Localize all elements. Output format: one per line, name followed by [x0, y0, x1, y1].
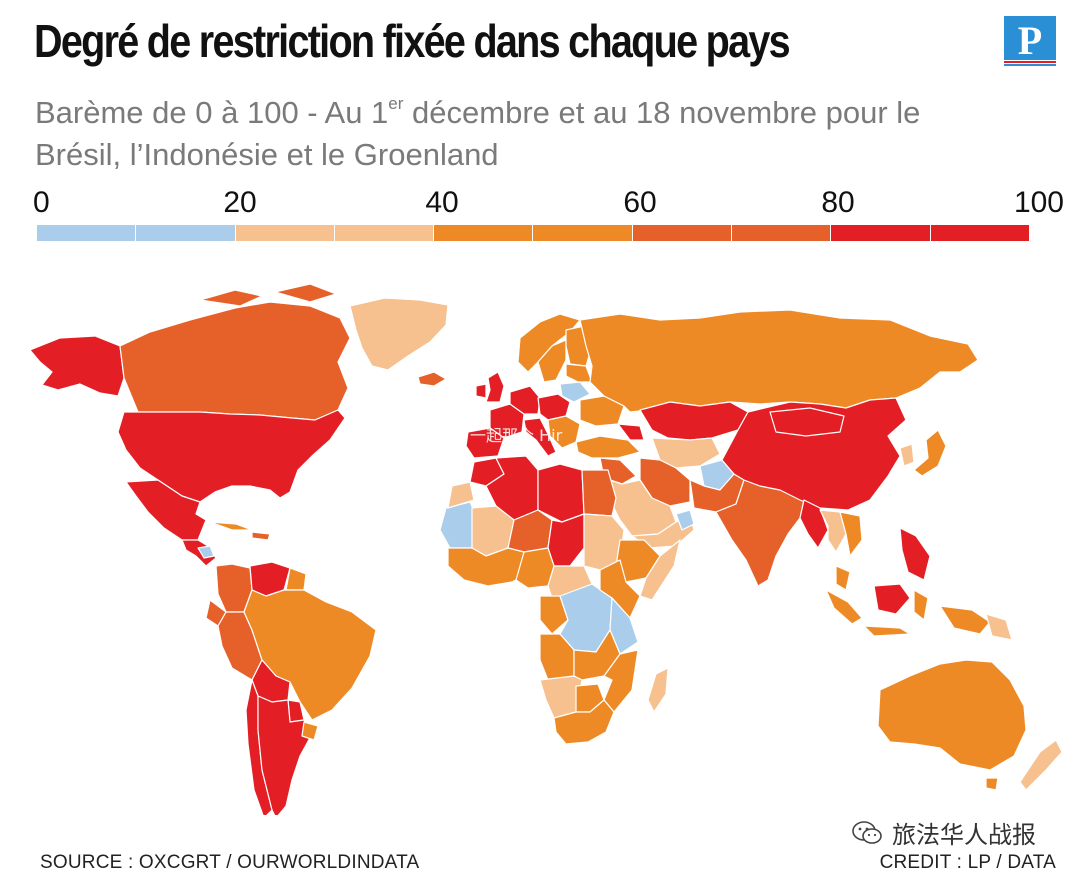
world-restriction-map: 一起那个 Hir [29, 283, 1063, 815]
region-borneo [873, 583, 911, 615]
legend-label-40: 40 [425, 186, 459, 219]
region-mongolia [769, 407, 845, 437]
legend-segment [334, 225, 435, 241]
legend-segment [37, 225, 137, 241]
region-guianas [285, 567, 307, 591]
region-east-africa [599, 559, 641, 619]
region-japan [913, 429, 947, 477]
region-mexico [125, 479, 207, 541]
region-tasmania [985, 777, 999, 791]
legend-segment [434, 225, 534, 241]
source-text: SOURCE : OXCGRT / OURWORLDINDATA [40, 852, 420, 873]
region-baltic [565, 363, 593, 383]
watermark-text: 一起那个 Hir [470, 426, 563, 445]
region-vietnam [839, 511, 863, 557]
map-watermark: 一起那个 Hir [470, 426, 563, 445]
region-honduras [197, 545, 215, 559]
region-kazakhstan [639, 401, 749, 441]
region-canada [119, 301, 351, 421]
region-germany-benelux [509, 385, 541, 415]
region-sumatra [825, 589, 863, 625]
region-west-sahara [447, 481, 475, 509]
region-caucasus [617, 423, 645, 441]
region-greenland [349, 297, 449, 371]
region-brazil [243, 589, 377, 721]
region-australia [877, 659, 1027, 771]
region-korea [899, 443, 915, 467]
legend-label-60: 60 [623, 186, 657, 219]
wechat-watermark: 旅法华人战报 [852, 815, 1036, 850]
region-egypt [581, 469, 617, 517]
region-russia [579, 309, 979, 413]
region-south-africa [553, 699, 615, 745]
region-norway [517, 313, 581, 373]
region-philippines [899, 527, 931, 581]
legend-segment [235, 225, 335, 241]
region-tanzania [609, 597, 639, 655]
region-malaysia [835, 565, 851, 591]
le-parisien-logo: P [1004, 16, 1056, 66]
region-china [721, 397, 907, 511]
region-gabon-congo [539, 595, 569, 635]
region-libya [537, 463, 585, 523]
legend-segment [136, 225, 236, 241]
region-canada-islands [274, 283, 337, 303]
region-hispaniola [251, 531, 271, 541]
region-uruguay [301, 721, 319, 741]
region-uk [485, 371, 505, 403]
chart-title: Degré de restriction fixée dans chaque p… [34, 15, 791, 67]
legend-segment [732, 225, 832, 241]
region-uae [675, 509, 695, 531]
wechat-icon [852, 820, 882, 844]
svg-text:P: P [1018, 18, 1042, 63]
region-argentina [257, 695, 313, 815]
region-png [985, 613, 1013, 641]
credit-text: CREDIT : LP / DATA [879, 852, 1056, 873]
legend-segment [831, 225, 931, 241]
region-papua [939, 605, 991, 635]
region-new-zealand [1019, 739, 1063, 791]
region-poland [559, 381, 591, 403]
legend-segment [533, 225, 633, 241]
region-somalia [639, 539, 681, 601]
region-sulawesi [913, 589, 929, 621]
region-ireland [475, 383, 487, 399]
region-chad [547, 513, 585, 567]
legend-segment [930, 225, 1029, 241]
region-sweden [537, 339, 567, 383]
region-java [863, 625, 911, 637]
region-turkey [575, 435, 641, 459]
legend-labels: 0 20 40 60 80 100 [0, 186, 1080, 222]
chart-subtitle: Barème de 0 à 100 - Au 1er décembre et a… [35, 94, 921, 172]
legend-segment [632, 225, 733, 241]
region-italy [523, 417, 557, 457]
legend-color-scale [37, 225, 1029, 241]
region-iberia [465, 427, 505, 459]
wechat-account-name: 旅法华人战报 [892, 821, 1036, 849]
legend-label-0: 0 [33, 186, 50, 219]
region-cuba [209, 521, 253, 531]
legend-label-20: 20 [223, 186, 257, 219]
legend-label-80: 80 [821, 186, 855, 219]
region-canada-islands [199, 289, 263, 307]
region-madagascar [647, 667, 669, 713]
region-iceland [417, 371, 447, 387]
region-alaska [29, 335, 125, 397]
legend-label-100: 100 [1013, 186, 1064, 219]
